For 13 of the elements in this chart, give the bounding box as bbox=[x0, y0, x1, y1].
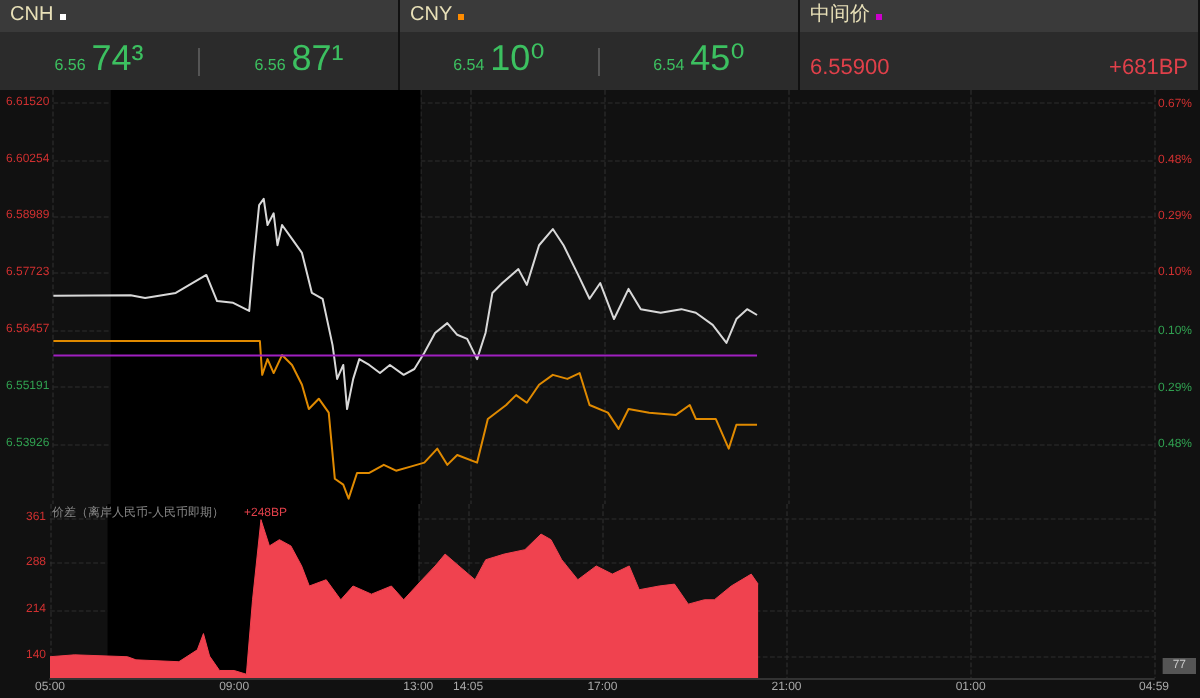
text: 6.54 bbox=[453, 56, 485, 74]
text: 6.56 bbox=[54, 56, 86, 74]
text: 45⁰ bbox=[690, 38, 745, 78]
text: 87¹ bbox=[291, 38, 344, 78]
text: 74³ bbox=[91, 38, 144, 78]
text: 10⁰ bbox=[490, 38, 545, 78]
text: 中间价 bbox=[800, 0, 1198, 32]
text: CNY bbox=[400, 0, 798, 32]
text: 6.56 bbox=[254, 56, 286, 74]
text: 6.54 bbox=[653, 56, 685, 74]
text: 6.55900 bbox=[810, 56, 890, 80]
text: +681BP bbox=[1109, 56, 1188, 80]
text: CNH bbox=[0, 0, 398, 32]
